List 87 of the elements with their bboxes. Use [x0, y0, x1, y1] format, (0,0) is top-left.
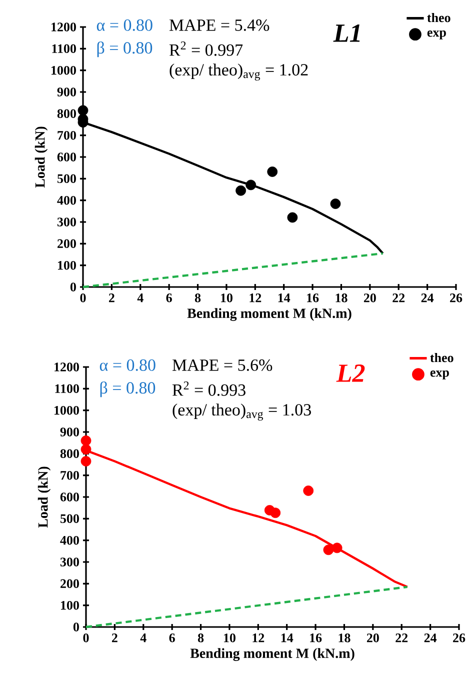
y-tick-label: 800: [57, 109, 76, 118]
x-tick-label: 6: [166, 294, 172, 302]
y-tick-label: 1000: [52, 66, 76, 75]
y-tick-label: 100: [61, 600, 79, 610]
y-tick-label: 900: [60, 428, 79, 436]
point: [267, 166, 278, 177]
x-tick-label: 0: [83, 634, 89, 642]
y-tick-label: 200: [58, 239, 76, 248]
y-tick-label: 500: [57, 174, 76, 184]
annotation: R$^{2}$ = 0.993: [172, 381, 246, 396]
y-tick-label: 600: [57, 152, 76, 162]
point: [236, 185, 246, 196]
x-tick-label: 10: [224, 634, 236, 642]
x-tick-label: 4: [137, 294, 144, 302]
x-tick-label: 6: [169, 634, 175, 642]
point: [80, 444, 92, 455]
x-tick-label: 0: [80, 294, 86, 302]
annotation: (exp/ theo)$_{avg}$ = 1.02: [170, 64, 308, 81]
y-tick-label: 0: [70, 282, 76, 292]
point: [270, 508, 281, 518]
y-tick-label: 0: [73, 622, 79, 632]
annotation: MAPE = 5.6%: [172, 359, 272, 371]
y-tick-label: 1100: [52, 44, 76, 54]
y-tick-label: 500: [60, 514, 79, 524]
point: [246, 180, 256, 190]
x-axis-title: Bending moment M (kN.m): [190, 648, 354, 661]
y-axis-title: Load (kN): [38, 466, 51, 528]
y-tick-label: 300: [60, 558, 79, 566]
point: [332, 542, 342, 554]
y-tick-label: 600: [60, 492, 79, 502]
x-tick-label: 2: [108, 294, 114, 302]
annotation: α = 0.80: [96, 19, 152, 31]
y-tick-label: 300: [57, 218, 76, 226]
y-tick-label: 700: [58, 130, 76, 140]
x-tick-label: 14: [281, 634, 294, 642]
y-tick-label: 800: [60, 449, 79, 458]
point: [323, 544, 334, 556]
x-tick-label: 16: [310, 634, 322, 642]
x-tick-label: 18: [336, 294, 348, 302]
x-axis-title: Bending moment M (kN.m): [187, 308, 352, 321]
x-tick-label: 20: [364, 294, 376, 302]
x-tick-label: 10: [220, 294, 232, 302]
point: [80, 456, 92, 466]
annotation: β = 0.80: [100, 381, 156, 398]
y-tick-label: 200: [60, 579, 79, 588]
legend-label: exp: [430, 370, 449, 380]
x-tick-label: 20: [366, 634, 379, 642]
y-tick-label: 100: [58, 260, 76, 270]
annotation: R$^{2}$ = 0.997: [169, 41, 243, 56]
x-tick-label: 2: [112, 634, 118, 642]
x-tick-label: 8: [198, 634, 204, 642]
x-tick-label: 22: [396, 634, 408, 642]
annotation: (exp/ theo)$_{avg}$ = 1.03: [172, 404, 311, 421]
x-tick-label: 4: [140, 634, 146, 642]
x-tick-label: 8: [194, 294, 201, 302]
point: [287, 212, 298, 223]
x-tick-label: 24: [424, 634, 437, 642]
point: [330, 198, 341, 209]
x-tick-label: 26: [453, 634, 466, 642]
annotation: α = 0.80: [100, 359, 156, 371]
point: [303, 486, 314, 496]
y-tick-label: 700: [60, 470, 79, 480]
x-tick-label: 22: [392, 294, 405, 302]
x-tick-label: 12: [252, 634, 264, 642]
x-tick-label: 18: [338, 634, 350, 642]
y-axis-title: Load (kN): [34, 126, 48, 188]
y-tick-label: 1000: [54, 406, 79, 415]
point: [78, 105, 88, 116]
legend-label: theo: [427, 12, 450, 22]
y-tick-label: 1200: [54, 362, 79, 372]
legend-label: theo: [430, 352, 454, 362]
y-tick-label: 400: [57, 196, 76, 205]
x-tick-label: 14: [278, 294, 290, 302]
x-tick-label: 24: [421, 294, 434, 302]
annotation: MAPE = 5.4%: [169, 19, 270, 31]
y-tick-label: 400: [60, 536, 79, 545]
y-tick-label: 1100: [55, 384, 79, 394]
y-tick-label: 900: [57, 88, 76, 96]
x-tick-label: 12: [250, 294, 262, 302]
x-tick-label: 16: [307, 294, 319, 302]
chart-title: L1: [333, 24, 360, 42]
annotation: β = 0.80: [97, 41, 152, 58]
chart-title: L2: [336, 364, 365, 382]
x-tick-label: 26: [450, 294, 462, 302]
point: [80, 435, 92, 446]
y-tick-label: 1200: [52, 22, 76, 32]
legend-label: exp: [427, 30, 446, 40]
